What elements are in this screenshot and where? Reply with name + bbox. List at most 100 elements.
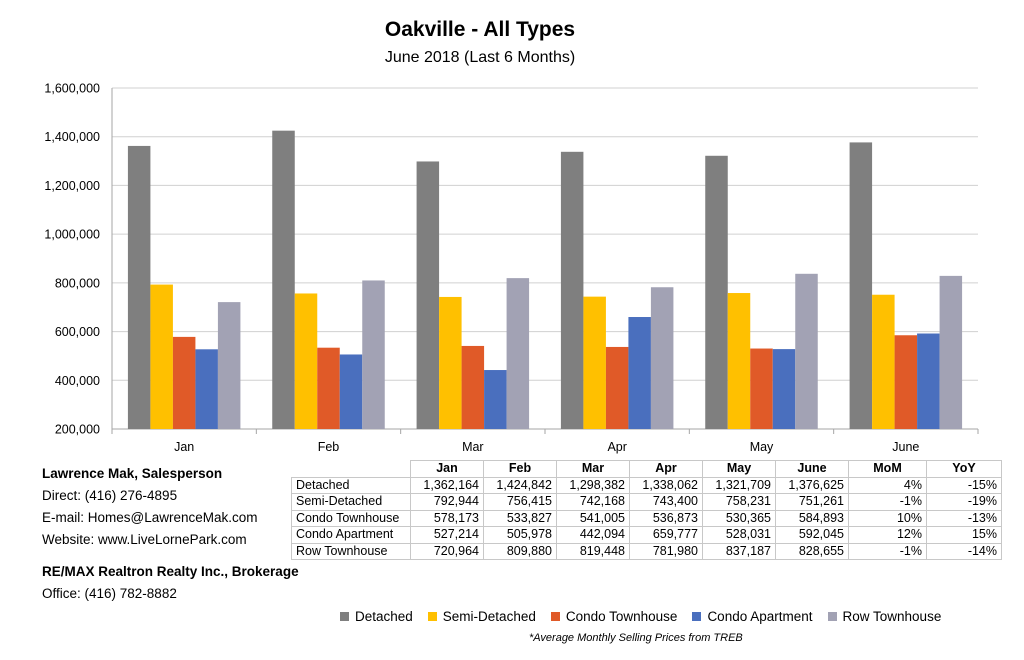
chart-legend: Detached Semi-Detached Condo Townhouse C… — [340, 609, 956, 624]
column-header: Mar — [556, 460, 630, 478]
bar — [894, 335, 918, 429]
table-row: Condo Townhouse 578,173 533,827 541,005 … — [291, 509, 1002, 527]
x-tick-label: Apr — [607, 440, 626, 454]
table-cell: -1% — [848, 493, 927, 511]
table-cell: 792,944 — [410, 493, 484, 511]
table-cell: 528,031 — [702, 526, 776, 544]
table-cell: 758,231 — [702, 493, 776, 511]
brokerage-name: RE/MAX Realtron Realty Inc., Brokerage — [42, 564, 299, 579]
table-cell: 584,893 — [775, 509, 849, 527]
chart-title: Oakville - All Types — [384, 18, 576, 41]
bar — [294, 293, 318, 429]
table-cell: 837,187 — [702, 542, 776, 560]
bar — [583, 296, 606, 429]
column-header: June — [775, 460, 849, 478]
table-corner — [291, 460, 411, 478]
bar — [939, 275, 963, 429]
bar — [272, 130, 295, 429]
office-phone: Office: (416) 782-8882 — [42, 586, 177, 601]
table-cell: 1,338,062 — [629, 476, 703, 494]
table-cell: 578,173 — [410, 509, 484, 527]
table-row: Detached 1,362,164 1,424,842 1,298,382 1… — [291, 476, 1002, 494]
row-label: Condo Apartment — [291, 526, 411, 544]
bar-chart: 200,000 400,000 600,000 800,000 1,000,000 1,2… — [44, 82, 979, 454]
legend-swatch — [427, 612, 437, 621]
table-cell: 10% — [848, 509, 927, 527]
x-tick-label: June — [892, 440, 919, 454]
table-cell: 819,448 — [556, 542, 630, 560]
legend-swatch — [340, 612, 349, 621]
x-tick-label: Mar — [462, 440, 484, 454]
bar — [461, 345, 485, 429]
footnote: *Average Monthly Selling Prices from TRE… — [529, 632, 743, 644]
bar — [127, 145, 151, 429]
table-cell: 742,168 — [556, 493, 630, 511]
column-header: Feb — [483, 460, 557, 478]
table-cell: 533,827 — [483, 509, 557, 527]
table-cell: -15% — [926, 476, 1002, 494]
bar — [872, 294, 895, 429]
column-header: MoM — [848, 460, 927, 478]
bar — [150, 284, 173, 429]
bar — [917, 333, 940, 429]
table-row: Condo Apartment 527,214 505,978 442,094 … — [291, 526, 1002, 544]
table-header-row: Jan Feb Mar Apr May June MoM YoY — [291, 460, 1002, 478]
y-tick-label: 200,000 — [55, 423, 100, 437]
bar — [217, 302, 241, 429]
bar — [650, 287, 674, 429]
bar — [560, 151, 584, 430]
x-tick-label: May — [750, 440, 774, 454]
row-label: Condo Townhouse — [291, 509, 411, 527]
table-cell: 505,978 — [483, 526, 557, 544]
x-tick-label: Jan — [174, 440, 194, 454]
y-tick-label: 1,000,000 — [44, 228, 100, 242]
table-cell: 720,964 — [410, 542, 484, 560]
bar — [628, 317, 651, 429]
agent-name: Lawrence Mak, Salesperson — [42, 466, 223, 481]
table-cell: 781,980 — [629, 542, 703, 560]
table-cell: 828,655 — [775, 542, 849, 560]
table-cell: -13% — [926, 509, 1002, 527]
y-tick-label: 1,600,000 — [44, 82, 100, 96]
agent-website: Website: www.LiveLornePark.com — [42, 532, 247, 547]
legend-label: Row Townhouse — [842, 609, 942, 624]
bar — [317, 347, 340, 429]
legend-item-semi-detached: Semi-Detached — [427, 609, 536, 624]
table-cell: 530,365 — [702, 509, 776, 527]
y-tick-label: 400,000 — [55, 374, 100, 388]
legend-item-condo-apartment: Condo Apartment — [692, 609, 813, 624]
legend-swatch — [692, 612, 702, 621]
bar — [705, 155, 728, 429]
y-tick-label: 800,000 — [55, 276, 100, 290]
agent-email: E-mail: Homes@LawrenceMak.com — [42, 510, 258, 525]
bar — [484, 370, 507, 429]
table-cell: -19% — [926, 493, 1002, 511]
bar — [605, 346, 629, 429]
row-label: Row Townhouse — [291, 542, 411, 560]
bar — [195, 349, 218, 429]
y-tick-label: 1,400,000 — [44, 130, 100, 144]
legend-item-condo-townhouse: Condo Townhouse — [550, 609, 677, 624]
table-cell: 15% — [926, 526, 1002, 544]
legend-label: Condo Apartment — [707, 609, 813, 624]
bar — [339, 354, 363, 429]
legend-item-detached: Detached — [340, 609, 413, 624]
x-tick-label: Feb — [318, 440, 340, 454]
table-cell: 1,362,164 — [410, 476, 484, 494]
bar — [750, 348, 773, 429]
column-header: May — [702, 460, 776, 478]
legend-swatch — [550, 612, 560, 621]
bar — [506, 278, 530, 429]
y-tick-label: 600,000 — [55, 325, 100, 339]
row-label: Semi-Detached — [291, 493, 411, 511]
table-cell: 809,880 — [483, 542, 557, 560]
legend-item-row-townhouse: Row Townhouse — [827, 609, 942, 624]
table-cell: 4% — [848, 476, 927, 494]
legend-label: Semi-Detached — [442, 609, 536, 624]
table-cell: 541,005 — [556, 509, 630, 527]
column-header: YoY — [926, 460, 1002, 478]
agent-direct-phone: Direct: (416) 276-4895 — [42, 488, 178, 503]
table-row: Row Townhouse 720,964 809,880 819,448 78… — [291, 542, 1002, 560]
table-cell: 743,400 — [629, 493, 703, 511]
table-cell: 659,777 — [629, 526, 703, 544]
